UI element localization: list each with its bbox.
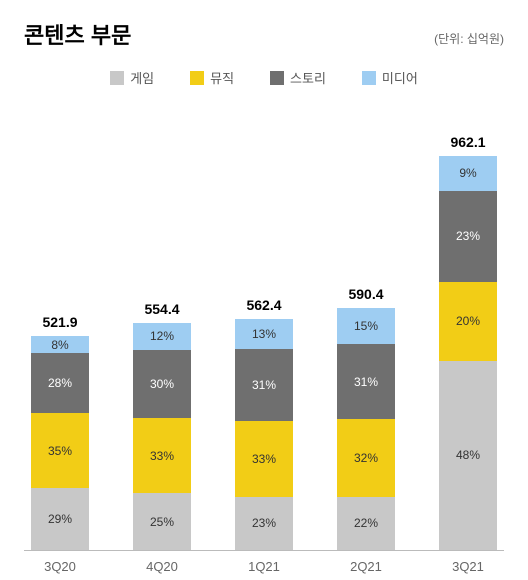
bar-group: 962.1 48% 20% 23% 9% <box>432 134 504 550</box>
bar-segment-music: 33% <box>133 418 191 493</box>
legend-swatch <box>362 71 376 85</box>
segment-label: 30% <box>150 377 174 391</box>
bar-segment-game: 25% <box>133 493 191 550</box>
bar-total-label: 590.4 <box>348 286 383 302</box>
stacked-bar: 22% 32% 31% 15% <box>337 308 395 550</box>
stacked-bar: 23% 33% 31% 13% <box>235 319 293 550</box>
chart-header: 콘텐츠 부문 (단위: 십억원) <box>0 0 528 50</box>
stacked-bar: 29% 35% 28% 8% <box>31 336 89 550</box>
bar-segment-music: 35% <box>31 413 89 488</box>
chart-plot-area: 521.9 29% 35% 28% 8% 554.4 25% 33% 30% 12% 562.4 23… <box>24 111 504 551</box>
bar-total-label: 962.1 <box>450 134 485 150</box>
bar-segment-media: 9% <box>439 156 497 192</box>
segment-label: 31% <box>354 375 378 389</box>
segment-label: 8% <box>51 338 68 352</box>
segment-label: 32% <box>354 451 378 465</box>
chart-unit: (단위: 십억원) <box>434 30 504 47</box>
stacked-bar: 25% 33% 30% 12% <box>133 323 191 550</box>
bar-segment-story: 31% <box>337 344 395 419</box>
x-axis-label: 3Q20 <box>24 559 96 574</box>
bar-segment-game: 22% <box>337 497 395 550</box>
x-axis-label: 4Q20 <box>126 559 198 574</box>
bar-segment-media: 15% <box>337 308 395 344</box>
segment-label: 35% <box>48 444 72 458</box>
x-axis-label: 1Q21 <box>228 559 300 574</box>
segment-label: 31% <box>252 378 276 392</box>
bar-segment-story: 30% <box>133 350 191 418</box>
stacked-bar: 48% 20% 23% 9% <box>439 156 497 550</box>
bar-segment-game: 29% <box>31 488 89 550</box>
bar-segment-music: 33% <box>235 421 293 497</box>
segment-label: 25% <box>150 515 174 529</box>
legend-label: 게임 <box>130 68 154 87</box>
chart-legend: 게임 뮤직 스토리 미디어 <box>0 68 528 87</box>
segment-label: 28% <box>48 376 72 390</box>
legend-swatch <box>270 71 284 85</box>
bar-segment-media: 13% <box>235 319 293 349</box>
x-axis-label: 2Q21 <box>330 559 402 574</box>
bar-segment-music: 32% <box>337 419 395 496</box>
segment-label: 23% <box>252 516 276 530</box>
segment-label: 48% <box>456 448 480 462</box>
chart-title: 콘텐츠 부문 <box>24 18 131 50</box>
segment-label: 12% <box>150 329 174 343</box>
legend-label: 뮤직 <box>210 68 234 87</box>
segment-label: 22% <box>354 516 378 530</box>
bar-group: 562.4 23% 33% 31% 13% <box>228 297 300 550</box>
bar-total-label: 521.9 <box>42 314 77 330</box>
segment-label: 33% <box>252 452 276 466</box>
bar-segment-story: 31% <box>235 349 293 420</box>
bar-group: 554.4 25% 33% 30% 12% <box>126 301 198 550</box>
segment-label: 33% <box>150 449 174 463</box>
legend-item: 미디어 <box>362 68 418 87</box>
bar-group: 590.4 22% 32% 31% 15% <box>330 286 402 550</box>
segment-label: 9% <box>459 166 476 180</box>
legend-swatch <box>190 71 204 85</box>
legend-item: 게임 <box>110 68 154 87</box>
bar-segment-story: 28% <box>31 353 89 413</box>
legend-item: 스토리 <box>270 68 326 87</box>
bar-segment-game: 23% <box>235 497 293 550</box>
bar-segment-media: 12% <box>133 323 191 350</box>
bar-total-label: 562.4 <box>246 297 281 313</box>
segment-label: 15% <box>354 319 378 333</box>
bar-segment-media: 8% <box>31 336 89 353</box>
chart-x-axis: 3Q20 4Q20 1Q21 2Q21 3Q21 <box>24 559 504 574</box>
segment-label: 13% <box>252 327 276 341</box>
segment-label: 23% <box>456 229 480 243</box>
x-axis-label: 3Q21 <box>432 559 504 574</box>
legend-item: 뮤직 <box>190 68 234 87</box>
bar-segment-game: 48% <box>439 361 497 550</box>
bar-segment-music: 20% <box>439 282 497 361</box>
bar-total-label: 554.4 <box>144 301 179 317</box>
segment-label: 20% <box>456 314 480 328</box>
bar-group: 521.9 29% 35% 28% 8% <box>24 314 96 550</box>
legend-swatch <box>110 71 124 85</box>
legend-label: 스토리 <box>290 68 326 87</box>
legend-label: 미디어 <box>382 68 418 87</box>
bar-segment-story: 23% <box>439 191 497 282</box>
segment-label: 29% <box>48 512 72 526</box>
